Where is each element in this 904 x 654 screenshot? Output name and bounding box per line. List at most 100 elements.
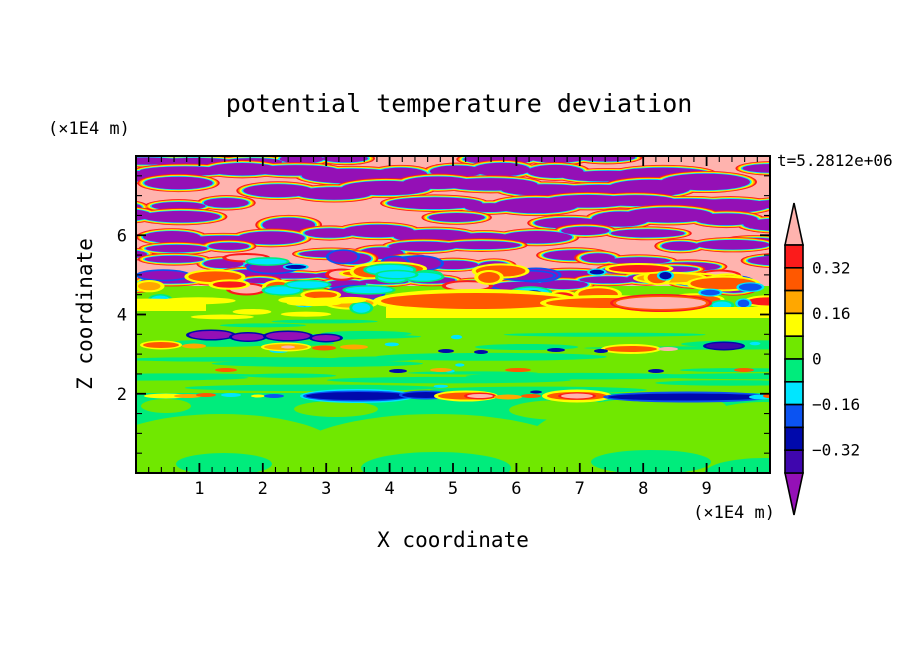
wave-band-blob	[743, 218, 770, 231]
wave-band-blob	[538, 280, 588, 290]
contour-blob	[509, 400, 619, 420]
colorbar-segment	[784, 403, 804, 429]
wave-band-blob	[527, 156, 587, 163]
contour-feature	[658, 347, 678, 351]
wave-band-blob	[144, 176, 213, 190]
wave-band-blob	[144, 255, 204, 263]
contour-blob	[455, 363, 465, 367]
time-annotation: t=5.2812e+06	[777, 151, 893, 170]
contour-blob	[749, 341, 761, 346]
contour-blob	[693, 402, 770, 454]
z-axis-unit-label: (×1E4 m)	[48, 119, 130, 139]
contour-feature	[389, 369, 407, 373]
contour-feature	[505, 368, 531, 372]
contour-feature	[251, 394, 265, 398]
contour-feature	[143, 342, 179, 348]
contour-blob	[232, 308, 272, 315]
contour-band	[136, 304, 206, 311]
contour-feature	[182, 343, 206, 349]
wave-band-blob	[610, 229, 685, 238]
contour-blob	[136, 375, 249, 381]
wave-band-blob	[695, 239, 770, 250]
z-tick-label: 2	[117, 385, 127, 405]
contour-blob	[176, 453, 272, 473]
contour-band	[386, 307, 770, 318]
wave-band-blob	[608, 257, 671, 265]
contour-feature	[648, 369, 664, 373]
colorbar-over-arrow	[784, 202, 804, 246]
contour-blob	[361, 452, 511, 473]
colorbar: 0.32 0.16 0 −0.16 −0.32	[784, 202, 860, 516]
wave-band-blob	[151, 201, 206, 211]
wave-band-blob	[623, 207, 713, 223]
axis-ticks	[137, 157, 769, 472]
contour-blob	[247, 258, 287, 265]
colorbar-tick-label: 0.16	[812, 304, 851, 323]
contour-blob	[160, 297, 236, 305]
contour-blob	[659, 271, 672, 280]
colorbar-segment	[784, 426, 804, 451]
contour-feature	[144, 393, 188, 399]
contour-blob	[608, 264, 670, 273]
plot-frame	[135, 155, 771, 474]
contour-blob	[301, 297, 367, 304]
wave-band-blob	[661, 241, 700, 251]
contour-blob	[445, 282, 490, 290]
contour-feature	[616, 297, 706, 309]
contour-blob	[285, 264, 307, 269]
contour-blob	[666, 399, 726, 413]
contour-blob	[465, 372, 697, 380]
contour-blob	[503, 332, 706, 337]
contour-blob	[184, 384, 440, 392]
wave-band-blob	[579, 276, 637, 284]
x-axis-unit-label: (×1E4 m)	[693, 503, 775, 523]
wave-band-blob	[322, 156, 369, 163]
z-tick-label: 4	[117, 306, 127, 326]
contour-blob	[352, 302, 371, 313]
x-tick-label: 9	[701, 479, 711, 499]
contour-blob	[286, 281, 329, 289]
contour-blob	[375, 352, 607, 361]
wave-band-blob	[747, 255, 770, 266]
wave-band-blob	[577, 156, 636, 162]
wave-band-blob	[742, 163, 770, 173]
contour-blob	[291, 414, 581, 473]
contour-feature	[521, 394, 541, 398]
contour-feature	[266, 332, 310, 340]
contour-blob	[589, 269, 605, 275]
contour-feature	[494, 394, 522, 400]
page-title: potential temperature deviation	[226, 89, 693, 118]
colorbar-segment	[784, 335, 804, 360]
wave-band-blob	[388, 241, 459, 252]
wave-band-blob	[561, 226, 610, 236]
contour-feature	[221, 393, 241, 397]
wave-band-blob	[203, 197, 249, 208]
contour-feature	[215, 368, 237, 372]
colorbar-under-arrow	[784, 472, 804, 516]
contour-blob	[190, 314, 254, 320]
contour-feature	[547, 348, 565, 352]
wave-band-blob	[501, 231, 573, 244]
wave-band-blob	[472, 162, 531, 177]
wave-band-blob	[581, 253, 615, 263]
contour-blob	[433, 384, 449, 388]
contour-blob	[384, 342, 399, 347]
contour-blob	[138, 270, 188, 280]
wave-band-blob	[749, 200, 770, 209]
wave-band-blob	[262, 217, 316, 232]
contour-blob	[737, 299, 750, 308]
wave-band-blob	[208, 242, 250, 250]
contour-blob	[407, 371, 538, 375]
contour-feature	[605, 346, 657, 352]
contour-blob	[211, 360, 424, 367]
contour-feature	[312, 345, 336, 351]
contour-feature	[306, 392, 410, 400]
x-tick-label: 5	[448, 479, 458, 499]
contour-blob	[655, 380, 770, 386]
contour-feature	[530, 390, 542, 394]
axis-tick-labels: 1 2 3 4 5 6 7 8 9 2 4 6	[117, 226, 712, 499]
contour-blob	[212, 281, 247, 288]
contour-feature	[608, 393, 768, 401]
contour-blob	[700, 289, 720, 296]
